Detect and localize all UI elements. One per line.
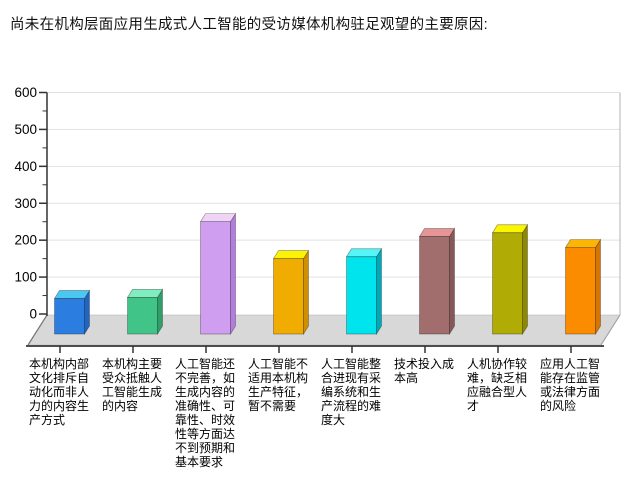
y-tick-label: 500	[14, 122, 37, 137]
bar-top-face	[345, 248, 383, 258]
y-tick-label: 600	[14, 85, 37, 100]
bar-top-face	[126, 289, 164, 298]
bar-top-face	[491, 224, 529, 234]
bar-front-face	[419, 236, 450, 335]
bar-side-face	[522, 223, 528, 336]
bar-front-face	[54, 298, 85, 335]
y-tick-label: 300	[14, 196, 37, 211]
bar-side-face	[376, 247, 382, 336]
y-tick-label: 100	[14, 270, 37, 285]
bar-front-face	[492, 232, 523, 335]
floor-right-edge	[600, 314, 621, 346]
category-label: 人工智能不 适用本机构 生产特征， 暂不需要	[248, 357, 309, 413]
bar-side-face	[449, 227, 455, 336]
category-label: 技术投入成 本高	[394, 357, 455, 385]
bar-top-face	[272, 250, 310, 259]
category-label: 人机协作较 难，缺乏相 应融合型人 才	[467, 357, 528, 413]
bar-side-face	[303, 249, 309, 336]
y-tick-label: 400	[14, 159, 37, 174]
bar-front-face	[127, 297, 158, 335]
bar-top-face	[564, 239, 602, 248]
chart-title: 尚未在机构层面应用生成式人工智能的受访媒体机构驻足观望的主要原因:	[10, 17, 488, 33]
bar-front-face	[346, 256, 377, 335]
bar-top-face	[199, 213, 237, 223]
y-tick-label: 200	[14, 233, 37, 248]
category-label: 人工智能还 不完善，如 生成内容的 准确性、可 靠性、时效 性等方面达 不到预期…	[175, 357, 236, 469]
bar-side-face	[230, 212, 236, 336]
category-label: 应用人工智 能存在监管 或法律方面 的风险	[540, 357, 601, 413]
floor-left-edge	[27, 314, 48, 346]
bar-top-face	[418, 228, 456, 237]
category-label: 本机构内部 文化排斥自 动化而非人 力的内容生 产方式	[29, 357, 90, 427]
bar-side-face	[595, 238, 601, 336]
bar-front-face	[200, 221, 231, 335]
chart-floor	[27, 314, 621, 346]
bar-top-face	[53, 290, 91, 299]
bar-front-face	[565, 247, 596, 335]
y-tick-label: 0	[29, 307, 37, 322]
category-label: 本机构主要 受众抵触人 工智能生成 的内容	[102, 357, 163, 413]
bar-front-face	[273, 258, 304, 335]
category-label: 人工智能整 合进现有采 编系统和生 产流程的难 度大	[321, 357, 382, 427]
